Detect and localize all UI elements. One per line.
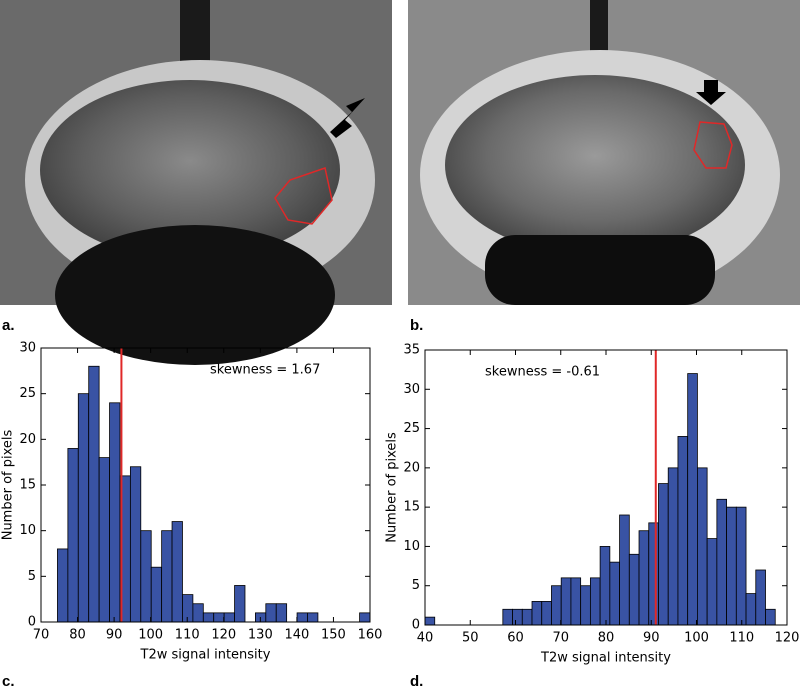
y-tick-label: 25 [19,386,36,401]
panel-label: c. [2,673,15,690]
mri-image-b [408,0,800,305]
x-tick-label: 80 [598,631,615,646]
bar [140,530,152,623]
x-tick-label: 110 [175,628,200,643]
bar [745,593,757,626]
x-tick-label: 40 [417,631,434,646]
x-tick-label: 80 [69,628,86,643]
y-tick-label: 15 [19,478,36,493]
x-tick-label: 100 [684,631,709,646]
bar [755,569,766,626]
bar [570,577,582,626]
x-tick-label: 160 [358,628,383,643]
bar [638,530,650,626]
x-tick-label: 70 [552,631,569,646]
y-tick-label: 0 [412,618,420,633]
y-tick-label: 30 [19,341,36,356]
x-tick-label: 150 [321,628,346,643]
bar [150,566,163,623]
bar [531,601,543,626]
bar [580,585,591,626]
y-tick-label: 20 [19,432,36,447]
x-tick-label: 60 [507,631,524,646]
x-tick-label: 140 [284,628,309,643]
y-tick-label: 5 [28,569,36,584]
bar [716,498,727,626]
y-axis-label: Number of pixels [1,429,16,540]
bar [667,467,679,626]
bar [560,577,572,626]
x-tick-label: 70 [33,628,50,643]
bar [57,548,69,623]
mri-image-a [0,0,392,365]
bar [213,612,225,623]
bar [609,561,620,626]
panel-label: b. [410,317,423,334]
bar [658,483,669,626]
x-tick-label: 120 [775,631,800,646]
bar [697,467,708,626]
bar [98,457,110,623]
panel-label: a. [2,317,15,334]
bar [687,373,698,626]
x-axis-label: T2w signal intensity [540,651,671,666]
y-tick-label: 5 [412,578,420,593]
bar [648,522,659,626]
bar [307,612,319,623]
panel-label: d. [410,673,423,690]
y-tick-label: 15 [403,500,420,515]
bar [735,506,747,626]
annotation: skewness = -0.61 [485,365,600,380]
bar [541,601,552,626]
x-tick-label: 130 [248,628,273,643]
y-tick-label: 25 [403,421,420,436]
annotation: skewness = 1.67 [210,363,320,378]
bar [502,608,513,626]
bar [88,365,100,623]
y-tick-label: 30 [403,382,420,397]
bar [265,603,277,623]
x-tick-label: 90 [106,628,123,643]
bar [512,608,523,626]
y-tick-label: 0 [28,615,36,630]
bar [521,608,533,626]
bar [619,514,630,626]
bar [589,577,601,626]
y-tick-label: 20 [403,460,420,475]
bar [223,612,235,623]
y-tick-label: 10 [19,523,36,538]
x-tick-label: 50 [462,631,479,646]
bar [67,448,79,623]
bar [599,546,611,626]
bar [628,553,640,626]
x-tick-label: 90 [643,631,660,646]
x-tick-label: 110 [729,631,754,646]
bar [359,612,371,623]
bar [234,585,246,623]
bar [202,612,215,623]
bar [765,608,776,626]
bar [424,616,436,626]
bar [129,466,142,623]
bar [706,538,718,626]
y-tick-label: 35 [403,343,420,358]
bar [171,521,183,623]
bar [192,603,204,623]
y-tick-label: 10 [403,539,420,554]
bar [109,402,121,623]
x-tick-label: 120 [211,628,236,643]
bar [551,585,562,626]
bar [677,436,689,626]
bar [275,603,288,623]
bar [296,612,308,623]
x-tick-label: 100 [138,628,163,643]
bar [726,506,737,626]
bar [77,393,90,623]
y-axis-label: Number of pixels [385,432,400,543]
x-axis-label: T2w signal intensity [140,648,271,663]
bar [161,530,173,623]
